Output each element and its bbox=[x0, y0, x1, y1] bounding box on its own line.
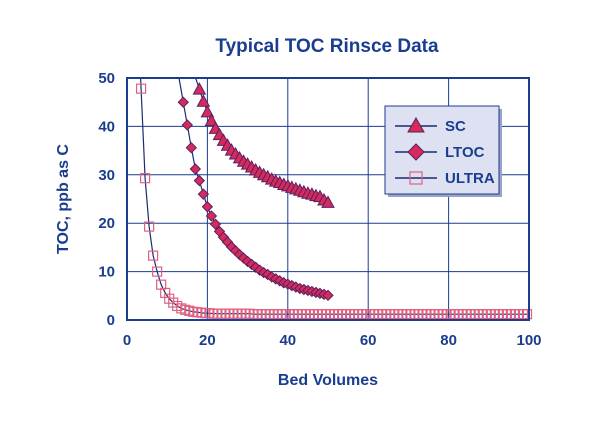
x-tick-label: 0 bbox=[123, 332, 131, 349]
legend-marker bbox=[409, 171, 423, 185]
series-ltoc bbox=[177, 96, 334, 302]
legend-item-ultra: ULTRA bbox=[395, 170, 495, 187]
y-tick-label: 10 bbox=[98, 264, 115, 281]
y-tick-label: 40 bbox=[98, 118, 115, 135]
legend-item-ltoc: LTOC bbox=[395, 143, 485, 161]
chart-title: Typical TOC Rinsce Data bbox=[215, 36, 439, 57]
x-tick-label: 100 bbox=[516, 332, 541, 349]
y-tick-label: 30 bbox=[98, 167, 115, 184]
point-sc bbox=[204, 113, 219, 127]
point-ltoc bbox=[193, 174, 206, 187]
point-ltoc bbox=[322, 289, 334, 302]
point-sc bbox=[321, 195, 335, 208]
point-ltoc bbox=[197, 188, 210, 200]
x-tick-label: 60 bbox=[360, 332, 377, 349]
legend-label: SC bbox=[445, 118, 466, 135]
y-tick-label: 50 bbox=[98, 70, 115, 87]
point-ltoc bbox=[185, 141, 198, 154]
y-tick-labels: 0 10 20 30 40 50 bbox=[98, 70, 115, 329]
point-sc bbox=[200, 104, 215, 118]
x-tick-labels: 0 20 40 60 80 100 bbox=[123, 332, 542, 349]
x-tick-label: 80 bbox=[440, 332, 457, 349]
plot-frame bbox=[126, 77, 530, 321]
point-ultra bbox=[144, 221, 155, 232]
point-ltoc bbox=[189, 163, 202, 175]
point-ltoc bbox=[177, 96, 189, 108]
point-sc bbox=[196, 94, 211, 107]
legend-marker bbox=[407, 143, 425, 161]
point-ltoc bbox=[181, 119, 194, 131]
legend-box bbox=[384, 105, 500, 195]
legend: SC LTOC ULTRA bbox=[384, 105, 502, 197]
data-markers bbox=[135, 82, 533, 320]
point-ultra bbox=[148, 250, 159, 261]
point-ltoc bbox=[201, 201, 214, 213]
legend-label: LTOC bbox=[445, 144, 485, 161]
x-tick-label: 40 bbox=[279, 332, 296, 349]
x-axis-label: Bed Volumes bbox=[278, 372, 378, 389]
x-tick-label: 20 bbox=[199, 332, 216, 349]
y-tick-label: 20 bbox=[98, 215, 115, 232]
y-tick-label: 0 bbox=[107, 312, 115, 329]
y-axis-label: TOC, ppb as C bbox=[55, 144, 72, 254]
point-ltoc bbox=[205, 210, 218, 222]
point-sc bbox=[192, 82, 207, 95]
legend-marker bbox=[407, 116, 425, 133]
point-ultra bbox=[139, 173, 151, 184]
series-ultra bbox=[135, 83, 533, 320]
point-ultra bbox=[521, 309, 533, 320]
point-ultra bbox=[135, 83, 147, 94]
point-ltoc bbox=[209, 218, 222, 230]
point-ultra bbox=[152, 266, 163, 277]
series-sc bbox=[192, 82, 335, 208]
legend-label: ULTRA bbox=[445, 170, 495, 187]
legend-item-sc: SC bbox=[395, 116, 466, 135]
